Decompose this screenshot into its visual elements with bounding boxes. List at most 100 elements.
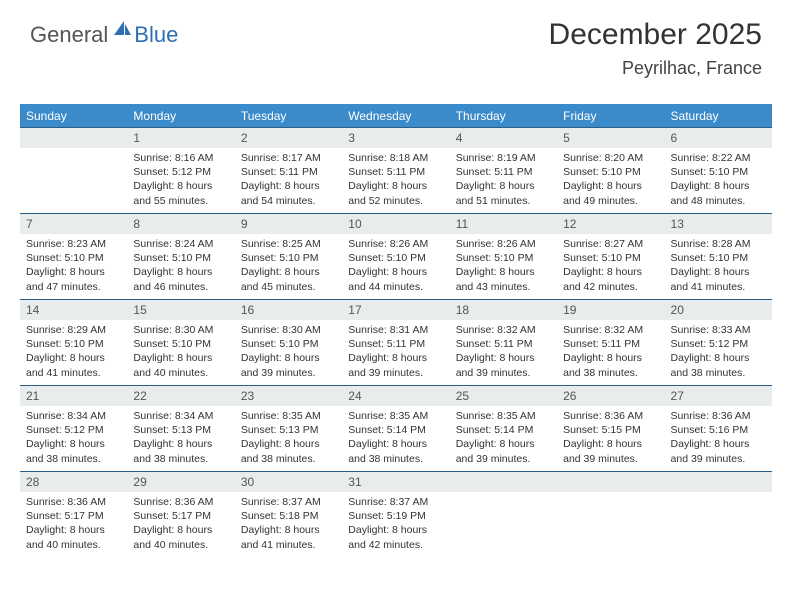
day-number: 30 — [235, 472, 342, 492]
weekday-header: Wednesday — [342, 104, 449, 128]
calendar-day-cell: 1Sunrise: 8:16 AMSunset: 5:12 PMDaylight… — [127, 128, 234, 214]
day-number: 2 — [235, 128, 342, 148]
day-number: 23 — [235, 386, 342, 406]
generalblue-logo: General Blue — [30, 22, 178, 48]
day-details: Sunrise: 8:36 AMSunset: 5:16 PMDaylight:… — [665, 406, 772, 471]
calendar-day-cell: 28Sunrise: 8:36 AMSunset: 5:17 PMDayligh… — [20, 472, 127, 558]
day-number: 4 — [450, 128, 557, 148]
location-subtitle: Peyrilhac, France — [549, 58, 762, 79]
day-number: 18 — [450, 300, 557, 320]
day-details: Sunrise: 8:32 AMSunset: 5:11 PMDaylight:… — [557, 320, 664, 385]
day-number: 19 — [557, 300, 664, 320]
calendar-day-cell: 25Sunrise: 8:35 AMSunset: 5:14 PMDayligh… — [450, 386, 557, 472]
day-details: Sunrise: 8:36 AMSunset: 5:17 PMDaylight:… — [20, 492, 127, 557]
day-number: 9 — [235, 214, 342, 234]
day-number: 22 — [127, 386, 234, 406]
calendar-day-cell: 29Sunrise: 8:36 AMSunset: 5:17 PMDayligh… — [127, 472, 234, 558]
weekday-header: Friday — [557, 104, 664, 128]
day-details: Sunrise: 8:30 AMSunset: 5:10 PMDaylight:… — [127, 320, 234, 385]
day-number: 14 — [20, 300, 127, 320]
calendar-day-cell: 17Sunrise: 8:31 AMSunset: 5:11 PMDayligh… — [342, 300, 449, 386]
day-number: 16 — [235, 300, 342, 320]
day-details: Sunrise: 8:35 AMSunset: 5:14 PMDaylight:… — [342, 406, 449, 471]
calendar-day-cell: 23Sunrise: 8:35 AMSunset: 5:13 PMDayligh… — [235, 386, 342, 472]
day-details: Sunrise: 8:27 AMSunset: 5:10 PMDaylight:… — [557, 234, 664, 299]
day-details: Sunrise: 8:25 AMSunset: 5:10 PMDaylight:… — [235, 234, 342, 299]
calendar-body: 1Sunrise: 8:16 AMSunset: 5:12 PMDaylight… — [20, 128, 772, 558]
day-details: Sunrise: 8:22 AMSunset: 5:10 PMDaylight:… — [665, 148, 772, 213]
empty-day-band — [557, 472, 664, 492]
calendar-day-cell: 21Sunrise: 8:34 AMSunset: 5:12 PMDayligh… — [20, 386, 127, 472]
day-number: 26 — [557, 386, 664, 406]
calendar-table: SundayMondayTuesdayWednesdayThursdayFrid… — [20, 104, 772, 558]
calendar-day-cell: 6Sunrise: 8:22 AMSunset: 5:10 PMDaylight… — [665, 128, 772, 214]
weekday-header: Saturday — [665, 104, 772, 128]
weekday-header: Sunday — [20, 104, 127, 128]
day-details: Sunrise: 8:29 AMSunset: 5:10 PMDaylight:… — [20, 320, 127, 385]
calendar-day-cell: 30Sunrise: 8:37 AMSunset: 5:18 PMDayligh… — [235, 472, 342, 558]
day-number: 15 — [127, 300, 234, 320]
weekday-header: Thursday — [450, 104, 557, 128]
day-details: Sunrise: 8:35 AMSunset: 5:13 PMDaylight:… — [235, 406, 342, 471]
day-number: 6 — [665, 128, 772, 148]
day-details: Sunrise: 8:26 AMSunset: 5:10 PMDaylight:… — [450, 234, 557, 299]
calendar-day-cell: 9Sunrise: 8:25 AMSunset: 5:10 PMDaylight… — [235, 214, 342, 300]
calendar-day-cell: 12Sunrise: 8:27 AMSunset: 5:10 PMDayligh… — [557, 214, 664, 300]
calendar-day-cell — [665, 472, 772, 558]
day-details: Sunrise: 8:37 AMSunset: 5:18 PMDaylight:… — [235, 492, 342, 557]
calendar-day-cell: 26Sunrise: 8:36 AMSunset: 5:15 PMDayligh… — [557, 386, 664, 472]
day-number: 24 — [342, 386, 449, 406]
empty-day-band — [665, 472, 772, 492]
weekday-header-row: SundayMondayTuesdayWednesdayThursdayFrid… — [20, 104, 772, 128]
day-number: 5 — [557, 128, 664, 148]
page-header: December 2025 Peyrilhac, France — [549, 18, 762, 79]
day-details: Sunrise: 8:23 AMSunset: 5:10 PMDaylight:… — [20, 234, 127, 299]
day-number: 20 — [665, 300, 772, 320]
day-number: 7 — [20, 214, 127, 234]
day-number: 1 — [127, 128, 234, 148]
day-details: Sunrise: 8:37 AMSunset: 5:19 PMDaylight:… — [342, 492, 449, 557]
day-details: Sunrise: 8:31 AMSunset: 5:11 PMDaylight:… — [342, 320, 449, 385]
day-number: 21 — [20, 386, 127, 406]
day-details: Sunrise: 8:34 AMSunset: 5:13 PMDaylight:… — [127, 406, 234, 471]
logo-text-general: General — [30, 22, 108, 48]
day-number: 29 — [127, 472, 234, 492]
day-number: 17 — [342, 300, 449, 320]
day-number: 31 — [342, 472, 449, 492]
day-details: Sunrise: 8:33 AMSunset: 5:12 PMDaylight:… — [665, 320, 772, 385]
calendar-day-cell: 20Sunrise: 8:33 AMSunset: 5:12 PMDayligh… — [665, 300, 772, 386]
day-details: Sunrise: 8:20 AMSunset: 5:10 PMDaylight:… — [557, 148, 664, 213]
weekday-header: Tuesday — [235, 104, 342, 128]
calendar-day-cell: 7Sunrise: 8:23 AMSunset: 5:10 PMDaylight… — [20, 214, 127, 300]
calendar-day-cell — [450, 472, 557, 558]
calendar-day-cell — [20, 128, 127, 214]
day-details: Sunrise: 8:36 AMSunset: 5:17 PMDaylight:… — [127, 492, 234, 557]
day-details: Sunrise: 8:30 AMSunset: 5:10 PMDaylight:… — [235, 320, 342, 385]
day-details: Sunrise: 8:17 AMSunset: 5:11 PMDaylight:… — [235, 148, 342, 213]
calendar-day-cell: 14Sunrise: 8:29 AMSunset: 5:10 PMDayligh… — [20, 300, 127, 386]
day-number: 13 — [665, 214, 772, 234]
day-details: Sunrise: 8:16 AMSunset: 5:12 PMDaylight:… — [127, 148, 234, 213]
calendar-day-cell: 22Sunrise: 8:34 AMSunset: 5:13 PMDayligh… — [127, 386, 234, 472]
calendar-day-cell: 24Sunrise: 8:35 AMSunset: 5:14 PMDayligh… — [342, 386, 449, 472]
calendar-day-cell: 19Sunrise: 8:32 AMSunset: 5:11 PMDayligh… — [557, 300, 664, 386]
day-details: Sunrise: 8:34 AMSunset: 5:12 PMDaylight:… — [20, 406, 127, 471]
day-number: 8 — [127, 214, 234, 234]
calendar-day-cell: 18Sunrise: 8:32 AMSunset: 5:11 PMDayligh… — [450, 300, 557, 386]
day-number: 28 — [20, 472, 127, 492]
calendar-day-cell: 11Sunrise: 8:26 AMSunset: 5:10 PMDayligh… — [450, 214, 557, 300]
logo-sail-icon — [112, 19, 132, 42]
day-details: Sunrise: 8:28 AMSunset: 5:10 PMDaylight:… — [665, 234, 772, 299]
calendar-day-cell: 2Sunrise: 8:17 AMSunset: 5:11 PMDaylight… — [235, 128, 342, 214]
calendar-week-row: 28Sunrise: 8:36 AMSunset: 5:17 PMDayligh… — [20, 472, 772, 558]
calendar-day-cell: 3Sunrise: 8:18 AMSunset: 5:11 PMDaylight… — [342, 128, 449, 214]
empty-day-band — [20, 128, 127, 148]
day-number: 10 — [342, 214, 449, 234]
day-details: Sunrise: 8:18 AMSunset: 5:11 PMDaylight:… — [342, 148, 449, 213]
calendar-day-cell — [557, 472, 664, 558]
calendar-week-row: 7Sunrise: 8:23 AMSunset: 5:10 PMDaylight… — [20, 214, 772, 300]
calendar-day-cell: 27Sunrise: 8:36 AMSunset: 5:16 PMDayligh… — [665, 386, 772, 472]
day-details: Sunrise: 8:32 AMSunset: 5:11 PMDaylight:… — [450, 320, 557, 385]
day-details: Sunrise: 8:26 AMSunset: 5:10 PMDaylight:… — [342, 234, 449, 299]
calendar-day-cell: 4Sunrise: 8:19 AMSunset: 5:11 PMDaylight… — [450, 128, 557, 214]
